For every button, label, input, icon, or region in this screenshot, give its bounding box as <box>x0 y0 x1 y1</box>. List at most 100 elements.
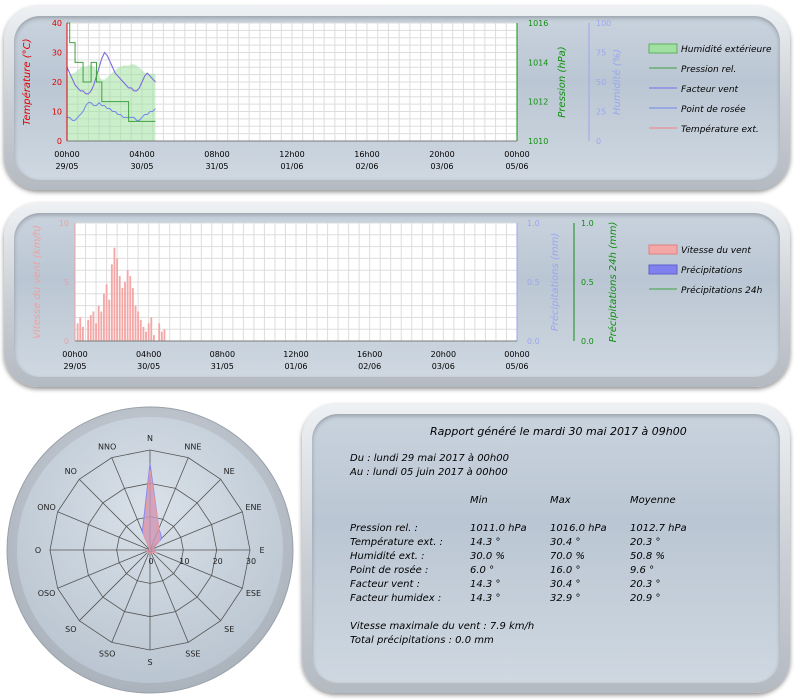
rose-spoke <box>79 549 151 621</box>
legend-label: Pression rel. <box>681 65 736 75</box>
tick-label: 31/05 <box>211 362 234 371</box>
y-axis-pressure-label: Pression (hPa) <box>557 46 568 117</box>
wind-bar <box>160 331 163 341</box>
max-wind: Vitesse maximale du vent : 7.9 km/h <box>350 621 535 632</box>
series-line <box>66 51 156 95</box>
tick-label: 02/06 <box>358 362 381 371</box>
series-lines <box>66 22 156 122</box>
rose-grid <box>49 449 251 651</box>
wind-bar <box>118 276 121 341</box>
wind-bar <box>163 329 166 341</box>
wind-rose-chart: N NNE NE ENE E ESE SE SSE S SSO SO OSO O ONO NO NNO 0 10… <box>6 406 294 694</box>
legend-label: Point de rosée <box>681 104 746 115</box>
tick-label: 0.0 <box>527 337 540 346</box>
y-axis-humidity-label: Humidité (%) <box>611 49 623 115</box>
row-avg: 20.3 ° <box>630 537 661 548</box>
rose-series <box>141 463 163 554</box>
y-axis-wind-label: Vitesse du vent (km/h) <box>32 225 43 339</box>
report: Rapport généré le mardi 30 mai 2017 à 09… <box>302 404 790 693</box>
tick-label: 04h00 <box>136 350 161 359</box>
tick-label: 1.0 <box>527 219 540 228</box>
report-title: Rapport généré le mardi 30 mai 2017 à 09… <box>430 425 687 438</box>
row-max: 32.9 ° <box>550 593 581 604</box>
row-max: 16.0 ° <box>550 565 581 576</box>
wind-bar <box>87 319 90 341</box>
tick-label: 30/05 <box>130 162 153 171</box>
wind-bar <box>95 323 97 341</box>
tick-label: 0 <box>596 137 601 146</box>
tick-label: 30 <box>52 49 62 58</box>
rose-direction-labels: N NNE NE ENE E ESE SE SSE S SSO SO OSO O ONO NO NNO <box>35 434 265 667</box>
direction-label: OSO <box>38 589 56 598</box>
tick-label: 05/06 <box>505 362 528 371</box>
tick-label: 20 <box>52 78 62 87</box>
rose-spoke <box>149 549 221 621</box>
row-avg: 20.3 ° <box>630 579 661 590</box>
legend-label: Précipitations 24h <box>681 285 763 296</box>
wind-bar <box>145 331 147 341</box>
tick-label: 75 <box>596 49 606 58</box>
row-min: 14.3 ° <box>470 579 501 590</box>
y-axis-temperature-label: Température (°C) <box>21 39 33 126</box>
wind-bar <box>100 311 103 341</box>
wind-bar <box>108 299 111 341</box>
tick-label: 0.0 <box>581 337 594 346</box>
row-max: 70.0 % <box>550 551 585 562</box>
row-label: Température ext. : <box>350 537 443 548</box>
tick-label: 25 <box>596 108 606 117</box>
direction-label: SO <box>65 625 76 634</box>
tick-label: 29/05 <box>63 362 86 371</box>
row-label: Facteur humidex : <box>350 593 442 604</box>
wind-bar <box>150 317 153 341</box>
tick-label: 30/05 <box>137 362 160 371</box>
row-label: Facteur vent : <box>350 579 420 590</box>
row-label: Pression rel. : <box>350 523 418 534</box>
wind-bar <box>153 335 155 341</box>
tick-label: 16h00 <box>354 150 379 159</box>
y-axis-rain24h-label: Précipitations 24h (mm) <box>607 222 619 343</box>
y-axis-wind-ticks: 0 5 10 <box>59 219 69 346</box>
legend-swatch-wind <box>648 244 678 255</box>
wind-bar <box>158 323 161 341</box>
row-min: 14.3 ° <box>470 593 501 604</box>
wind-bar <box>134 305 137 341</box>
tick-label: 10 <box>59 219 69 228</box>
wind-bar <box>126 270 129 341</box>
ring-label: 20 <box>213 557 223 566</box>
tick-label: 0.5 <box>581 278 594 287</box>
legend-swatch-rain <box>648 264 678 275</box>
row-avg: 1012.7 hPa <box>630 523 687 534</box>
tick-label: 1012 <box>528 98 548 107</box>
tick-label: 40 <box>52 19 62 28</box>
y-axis-rain24h-ticks: 0.0 0.5 1.0 <box>581 219 594 346</box>
ring-label: 30 <box>246 557 256 566</box>
report-to: Au : lundi 05 juin 2017 à 00h00 <box>350 467 508 478</box>
wind-bar <box>89 315 92 341</box>
wind-bar <box>147 323 150 341</box>
tick-label: 0.5 <box>527 278 540 287</box>
rose-spoke <box>57 549 151 589</box>
wind-bar <box>81 326 84 341</box>
direction-label: O <box>35 546 41 555</box>
tick-label: 50 <box>596 78 606 87</box>
header-avg: Moyenne <box>630 495 676 506</box>
wind-bar <box>92 311 95 341</box>
direction-label: ESE <box>246 589 261 598</box>
series-line <box>67 101 156 121</box>
tick-label: 01/06 <box>284 362 307 371</box>
tick-label: 01/06 <box>280 162 303 171</box>
direction-label: NNE <box>184 443 201 452</box>
tick-label: 0 <box>57 137 62 146</box>
direction-label: ENE <box>245 503 261 512</box>
legend-label: Vitesse du vent <box>681 246 751 256</box>
row-min: 1011.0 hPa <box>470 523 527 534</box>
wind-bar <box>142 326 145 341</box>
y-axis-temperature-ticks: 0 10 20 30 40 <box>52 19 62 146</box>
y-axis-rain-label: Précipitations (mm) <box>549 233 561 332</box>
y-axis-humidity-ticks: 0 25 50 75 100 <box>596 19 611 146</box>
tick-label: 20h00 <box>431 350 456 359</box>
rose-spoke <box>149 549 189 643</box>
legend-label: Humidité extérieure <box>681 44 772 55</box>
report-panel <box>302 404 790 693</box>
